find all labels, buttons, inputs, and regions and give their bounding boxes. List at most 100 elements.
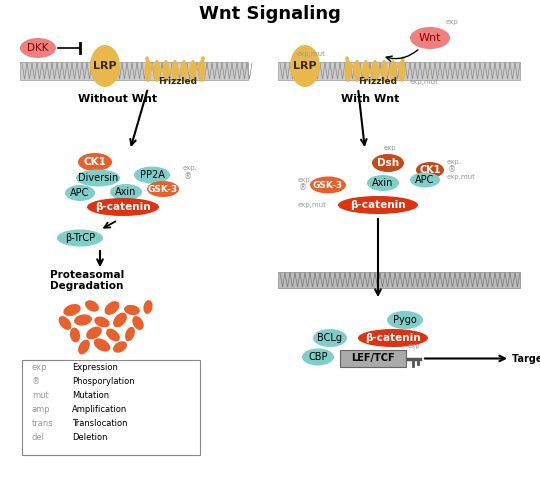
Ellipse shape bbox=[125, 327, 135, 341]
Ellipse shape bbox=[94, 338, 110, 352]
Ellipse shape bbox=[63, 304, 80, 316]
Ellipse shape bbox=[302, 349, 334, 366]
Text: exp: exp bbox=[408, 343, 421, 349]
Text: Without Wnt: Without Wnt bbox=[78, 94, 158, 104]
Text: mut: mut bbox=[32, 391, 49, 400]
Text: exp,mut: exp,mut bbox=[410, 79, 439, 85]
Ellipse shape bbox=[190, 60, 197, 82]
Ellipse shape bbox=[113, 341, 127, 353]
Ellipse shape bbox=[65, 185, 95, 201]
Text: CK1: CK1 bbox=[84, 157, 106, 167]
Text: exp,mut: exp,mut bbox=[447, 174, 476, 180]
Text: Deletion: Deletion bbox=[72, 433, 107, 442]
Ellipse shape bbox=[199, 60, 206, 82]
Text: Diversin: Diversin bbox=[78, 173, 118, 183]
Text: exp.: exp. bbox=[447, 159, 462, 165]
Text: DKK: DKK bbox=[27, 43, 49, 53]
Text: Axin: Axin bbox=[116, 187, 137, 197]
Ellipse shape bbox=[180, 60, 187, 82]
Text: exp.: exp. bbox=[183, 165, 198, 171]
Text: BCLg: BCLg bbox=[318, 333, 342, 343]
Text: amp: amp bbox=[32, 405, 51, 414]
Ellipse shape bbox=[74, 315, 92, 326]
Ellipse shape bbox=[144, 300, 153, 314]
Text: Frizzled: Frizzled bbox=[359, 77, 397, 87]
Text: CBP: CBP bbox=[308, 352, 328, 362]
Ellipse shape bbox=[372, 154, 404, 172]
Ellipse shape bbox=[78, 339, 90, 355]
Text: APC: APC bbox=[415, 175, 435, 185]
Ellipse shape bbox=[86, 327, 102, 339]
Text: Axin: Axin bbox=[372, 178, 394, 188]
Text: Wnt Signaling: Wnt Signaling bbox=[199, 5, 341, 23]
Ellipse shape bbox=[345, 60, 352, 82]
Ellipse shape bbox=[410, 172, 440, 187]
Ellipse shape bbox=[134, 167, 170, 184]
Text: del: del bbox=[32, 433, 45, 442]
Ellipse shape bbox=[381, 60, 388, 82]
Text: GSK-3: GSK-3 bbox=[148, 185, 178, 193]
Text: LRP: LRP bbox=[93, 61, 117, 71]
Ellipse shape bbox=[290, 45, 320, 87]
Ellipse shape bbox=[90, 45, 120, 87]
Polygon shape bbox=[278, 62, 520, 80]
Text: Mutation: Mutation bbox=[72, 391, 109, 400]
Ellipse shape bbox=[85, 300, 99, 312]
Text: Target Genes: Target Genes bbox=[512, 354, 540, 363]
Text: Expression: Expression bbox=[72, 363, 118, 372]
Ellipse shape bbox=[387, 311, 423, 329]
Text: trans: trans bbox=[32, 419, 53, 428]
Text: APC: APC bbox=[70, 188, 90, 198]
Text: Translocation: Translocation bbox=[72, 419, 127, 428]
Text: Wnt: Wnt bbox=[418, 33, 441, 43]
Text: β-catenin: β-catenin bbox=[350, 200, 406, 210]
Text: ®: ® bbox=[448, 165, 456, 174]
Text: PP2A: PP2A bbox=[139, 170, 165, 180]
Ellipse shape bbox=[124, 305, 140, 315]
Ellipse shape bbox=[78, 153, 112, 171]
Ellipse shape bbox=[70, 328, 80, 342]
Ellipse shape bbox=[20, 38, 56, 58]
Ellipse shape bbox=[389, 60, 396, 82]
Ellipse shape bbox=[362, 60, 369, 82]
Ellipse shape bbox=[310, 176, 346, 193]
Ellipse shape bbox=[416, 162, 444, 178]
Ellipse shape bbox=[153, 60, 160, 82]
Ellipse shape bbox=[358, 329, 428, 347]
Text: LEF/TCF: LEF/TCF bbox=[351, 354, 395, 363]
Text: ®: ® bbox=[184, 172, 192, 181]
Ellipse shape bbox=[399, 60, 406, 82]
Text: exp.: exp. bbox=[298, 177, 313, 183]
Text: β-catenin: β-catenin bbox=[365, 333, 421, 343]
Ellipse shape bbox=[106, 329, 120, 341]
Text: β-catenin: β-catenin bbox=[95, 202, 151, 212]
Ellipse shape bbox=[105, 301, 119, 315]
Text: Proteasomal: Proteasomal bbox=[50, 270, 124, 280]
Text: GSK-3: GSK-3 bbox=[313, 181, 343, 189]
Text: β-TrCP: β-TrCP bbox=[65, 233, 95, 243]
Polygon shape bbox=[20, 62, 248, 80]
Ellipse shape bbox=[147, 181, 179, 197]
Ellipse shape bbox=[354, 60, 361, 82]
Text: exp: exp bbox=[384, 145, 396, 151]
Text: ®: ® bbox=[32, 377, 40, 386]
Ellipse shape bbox=[163, 60, 170, 82]
Text: exp: exp bbox=[32, 363, 48, 372]
Text: Frizzled: Frizzled bbox=[159, 77, 198, 87]
Text: Degradation: Degradation bbox=[50, 281, 123, 291]
Text: ®: ® bbox=[299, 183, 307, 192]
Ellipse shape bbox=[145, 60, 152, 82]
Polygon shape bbox=[340, 350, 406, 367]
Text: With Wnt: With Wnt bbox=[341, 94, 399, 104]
Ellipse shape bbox=[87, 198, 159, 216]
Ellipse shape bbox=[338, 196, 418, 214]
Text: Dsh: Dsh bbox=[377, 158, 399, 168]
Polygon shape bbox=[278, 272, 520, 288]
Ellipse shape bbox=[58, 316, 71, 330]
Text: LRP: LRP bbox=[293, 61, 317, 71]
Ellipse shape bbox=[57, 229, 103, 246]
Ellipse shape bbox=[372, 60, 379, 82]
Text: Pygo: Pygo bbox=[393, 315, 417, 325]
Ellipse shape bbox=[76, 169, 120, 187]
Ellipse shape bbox=[313, 329, 347, 347]
